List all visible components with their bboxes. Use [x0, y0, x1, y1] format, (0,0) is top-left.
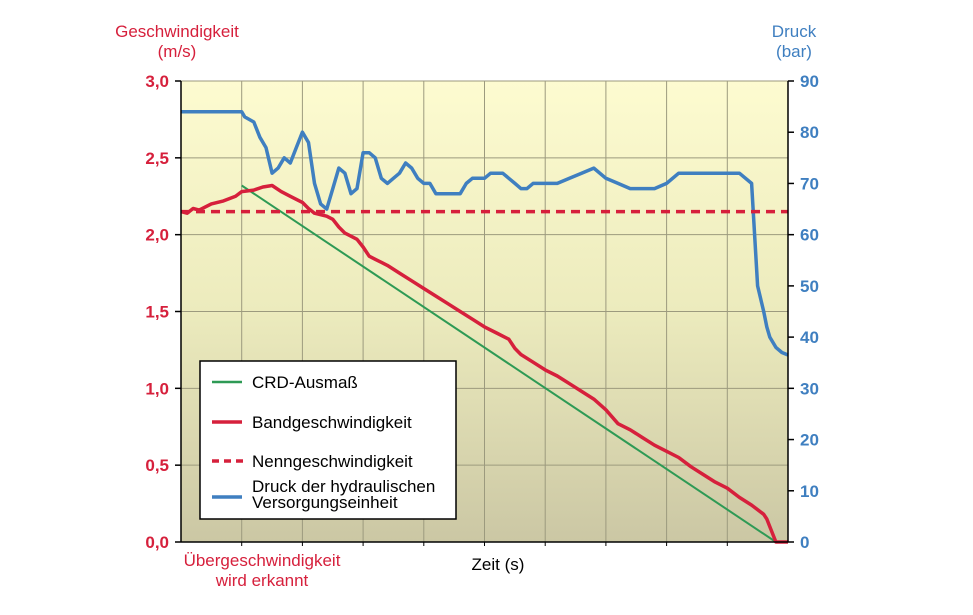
right-axis-ticks: 0 10 20 30 40 50 60 70 80 90	[788, 72, 819, 552]
left-tick-label: 0,0	[145, 533, 169, 552]
left-tick-label: 1,5	[145, 303, 169, 322]
right-tick-label: 50	[800, 277, 819, 296]
series-druck	[181, 109, 789, 357]
right-tick-label: 70	[800, 174, 819, 193]
left-axis-ticks: 0,0 0,5 1,0 1,5 2,0 2,5 3,0	[145, 72, 181, 552]
left-tick-label: 3,0	[145, 72, 169, 91]
legend-label-druck: Druck der hydraulischen Versorgungseinhe…	[252, 477, 440, 512]
series-crd-ausmass	[241, 184, 777, 543]
legend-label-druck-line1: Druck der hydraulischen	[252, 477, 435, 496]
right-tick-label: 0	[800, 533, 809, 552]
legend-label-crd: CRD-Ausmaß	[252, 373, 358, 392]
legend: CRD-Ausmaß Bandgeschwindigkeit Nenngesch…	[199, 360, 457, 520]
legend-label-nenn: Nenngeschwindigkeit	[252, 452, 413, 471]
series-layer	[180, 109, 789, 544]
left-axis-title-line2: (m/s)	[158, 42, 197, 61]
left-tick-label: 2,0	[145, 226, 169, 245]
left-tick-label: 0,5	[145, 456, 169, 475]
right-tick-label: 60	[800, 226, 819, 245]
legend-label-band: Bandgeschwindigkeit	[252, 413, 412, 432]
annotation-line2: wird erkannt	[215, 571, 309, 590]
left-tick-label: 2,5	[145, 149, 169, 168]
legend-label-druck-line2: Versorgungseinheit	[252, 493, 398, 512]
right-tick-label: 40	[800, 328, 819, 347]
legend-box	[199, 360, 457, 520]
left-axis-title-line1: Geschwindigkeit	[115, 22, 239, 41]
annotation-line1: Übergeschwindigkeit	[184, 551, 341, 570]
right-tick-label: 30	[800, 379, 819, 398]
series-bandgeschwindigkeit	[180, 183, 788, 544]
right-tick-label: 90	[800, 72, 819, 91]
x-axis-label: Zeit (s)	[472, 555, 525, 574]
right-tick-label: 10	[800, 482, 819, 501]
right-axis-title-line1: Druck	[772, 22, 817, 41]
left-tick-label: 1,0	[145, 379, 169, 398]
right-axis-title-line2: (bar)	[776, 42, 812, 61]
right-tick-label: 20	[800, 431, 819, 450]
right-tick-label: 80	[800, 123, 819, 142]
